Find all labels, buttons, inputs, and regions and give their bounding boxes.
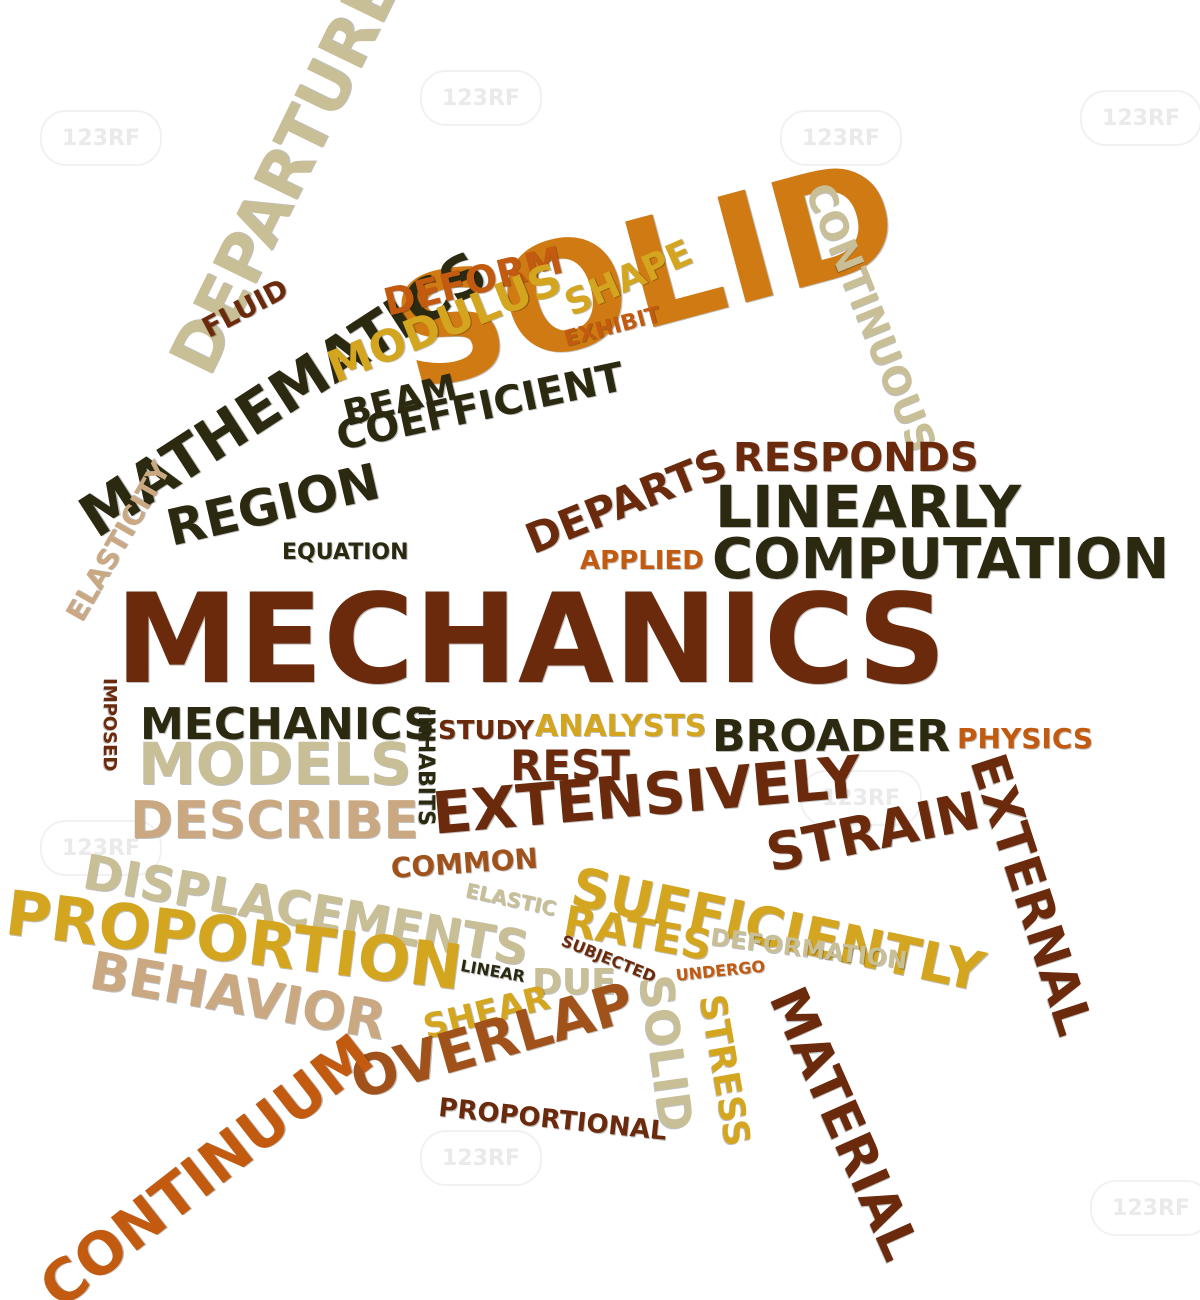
cloud-word-linearly: LINEARLY [715,473,1022,541]
cloud-word-models: MODELS [138,730,412,798]
watermark-stamp: 123RF [420,70,542,126]
watermark-stamp: 123RF [40,820,162,876]
cloud-word-external: EXTERNAL [958,746,1104,1043]
cloud-word-material: MATERIAL [756,978,931,1270]
cloud-word-study: STUDY [438,716,535,746]
cloud-word-describe: DESCRIBE [130,791,419,851]
cloud-word-continuum: CONTINUUM [26,1020,386,1300]
watermark-stamp: 123RF [1080,90,1200,146]
cloud-word-common: COMMON [389,841,540,885]
cloud-word-imposed: IMPOSED [99,678,120,772]
cloud-word-equation: EQUATION [282,540,409,565]
watermark-stamp: 123RF [40,110,162,166]
watermark-stamp: 123RF [780,110,902,166]
cloud-word-departs: DEPARTS [518,438,734,564]
watermark-stamp: 123RF [1090,1180,1200,1236]
cloud-word-mechanics-small: MECHANICS [140,699,436,750]
cloud-word-physics: PHYSICS [957,722,1094,755]
watermark-stamp: 123RF [420,1130,542,1186]
watermark-stamp: 123RF [800,770,922,826]
cloud-word-mechanics-main: MECHANICS [115,568,947,712]
cloud-word-computation: COMPUTATION [712,527,1170,592]
cloud-word-due: DUE [532,962,616,1003]
cloud-word-broader: BROADER [712,711,951,762]
cloud-word-rest: REST [510,741,630,790]
cloud-word-analysts: ANALYSTS [535,709,707,744]
cloud-word-solid-small: SOLID [628,971,704,1135]
cloud-word-applied: APPLIED [580,546,704,576]
cloud-word-responds: RESPONDS [733,435,979,481]
